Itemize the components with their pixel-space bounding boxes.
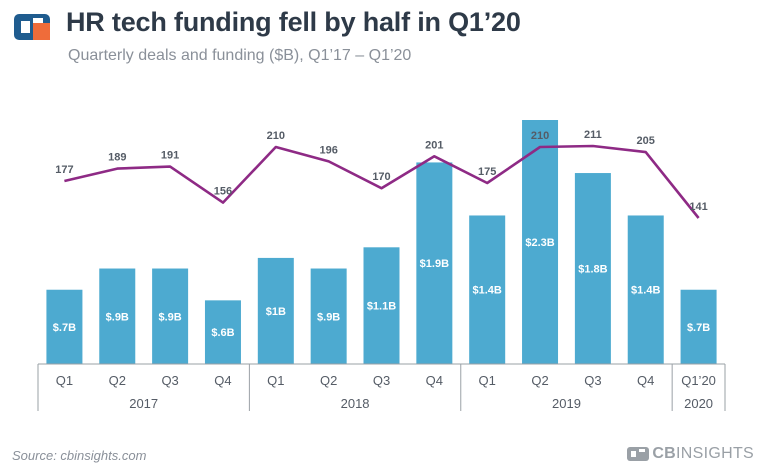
brand-suffix: INSIGHTS — [676, 445, 754, 462]
funding-bar-label: $1B — [266, 306, 286, 318]
funding-bar-label: $1.4B — [473, 285, 502, 297]
deals-value-label: 196 — [319, 144, 337, 156]
year-group-labels: 2017 2018 2019 2020 — [129, 396, 713, 411]
funding-bar — [152, 268, 189, 364]
quarter-tick-label: Q2 — [320, 373, 337, 388]
quarter-tick-label: Q1 — [479, 373, 496, 388]
funding-bar-label: $.6B — [211, 327, 234, 339]
funding-bar-label: $2.3B — [525, 237, 554, 249]
funding-bar — [204, 300, 241, 364]
funding-bar-label: $.7B — [687, 322, 710, 334]
funding-bar-label: $1.9B — [420, 258, 449, 270]
funding-bar — [99, 268, 136, 364]
chart-subtitle: Quarterly deals and funding ($B), Q1’17 … — [68, 47, 412, 64]
deals-value-label: 210 — [267, 130, 285, 142]
funding-bar-label: $.9B — [106, 311, 129, 323]
year-label: 2019 — [552, 396, 581, 411]
funding-bar-label: $.9B — [158, 311, 181, 323]
quarter-tick-label: Q3 — [373, 373, 390, 388]
deals-value-labels: 177 189 191 156 210 196 170 201 175 210 211 205 141 — [55, 129, 708, 213]
deals-value-label: 210 — [531, 130, 549, 142]
funding-bar — [257, 257, 294, 364]
quarter-tick-label: Q1’20 — [681, 373, 716, 388]
deals-value-label: 189 — [108, 152, 126, 164]
deals-line — [64, 144, 700, 219]
quarter-tick-label: Q1 — [56, 373, 73, 388]
funding-bar — [574, 173, 611, 364]
funding-bar-label: $1.1B — [367, 301, 396, 313]
quarter-tick-label: Q1 — [267, 373, 284, 388]
funding-bar — [46, 289, 83, 364]
quarter-tick-label: Q3 — [161, 373, 178, 388]
deals-value-label: 170 — [372, 171, 390, 183]
deals-value-label: 191 — [161, 150, 179, 162]
quarter-tick-label: Q4 — [637, 373, 654, 388]
cb-insights-logo — [14, 14, 50, 40]
funding-bars — [46, 120, 717, 364]
deals-value-label: 177 — [55, 164, 73, 176]
quarter-tick-label: Q2 — [109, 373, 126, 388]
year-label: 2017 — [129, 396, 158, 411]
year-label: 2018 — [341, 396, 370, 411]
funding-bar — [416, 162, 453, 364]
quarter-tick-labels: Q1 Q2 Q3 Q4 Q1 Q2 Q3 Q4 Q1 Q2 Q3 Q4 Q1’20 — [56, 373, 716, 388]
cbinsights-brand: CB INSIGHTS — [627, 445, 754, 463]
funding-bar-label: $.9B — [317, 311, 340, 323]
deals-value-label: 141 — [689, 201, 707, 213]
funding-bar — [363, 247, 400, 364]
chart-title: HR tech funding fell by half in Q1’20 — [66, 7, 521, 37]
funding-bar — [310, 268, 347, 364]
year-label: 2020 — [684, 396, 713, 411]
quarter-tick-label: Q4 — [426, 373, 443, 388]
deals-value-label: 211 — [584, 129, 602, 141]
source-note: Source: cbinsights.com — [12, 448, 147, 463]
funding-bar-label: $1.4B — [631, 285, 660, 297]
brand-prefix: CB — [652, 445, 677, 462]
funding-bar — [680, 289, 717, 364]
deals-value-label: 201 — [425, 139, 443, 151]
cb-mark-icon — [627, 447, 650, 461]
deals-value-label: 156 — [214, 186, 232, 198]
funding-bar-label: $1.8B — [578, 264, 607, 276]
funding-bar — [522, 120, 559, 364]
funding-bar — [627, 215, 664, 364]
deals-value-label: 175 — [478, 166, 496, 178]
funding-bar-label: $.7B — [53, 322, 76, 334]
quarter-tick-label: Q2 — [531, 373, 548, 388]
funding-bar-labels: $.7B $.9B $.9B $.6B $1B $.9B $1.1B $1.9B $1.4B $2… — [53, 237, 710, 339]
quarter-tick-label: Q3 — [584, 373, 601, 388]
quarter-tick-label: Q4 — [214, 373, 231, 388]
x-axis-ticks — [37, 364, 726, 411]
deals-value-label: 205 — [637, 135, 655, 147]
funding-bar — [469, 215, 506, 364]
